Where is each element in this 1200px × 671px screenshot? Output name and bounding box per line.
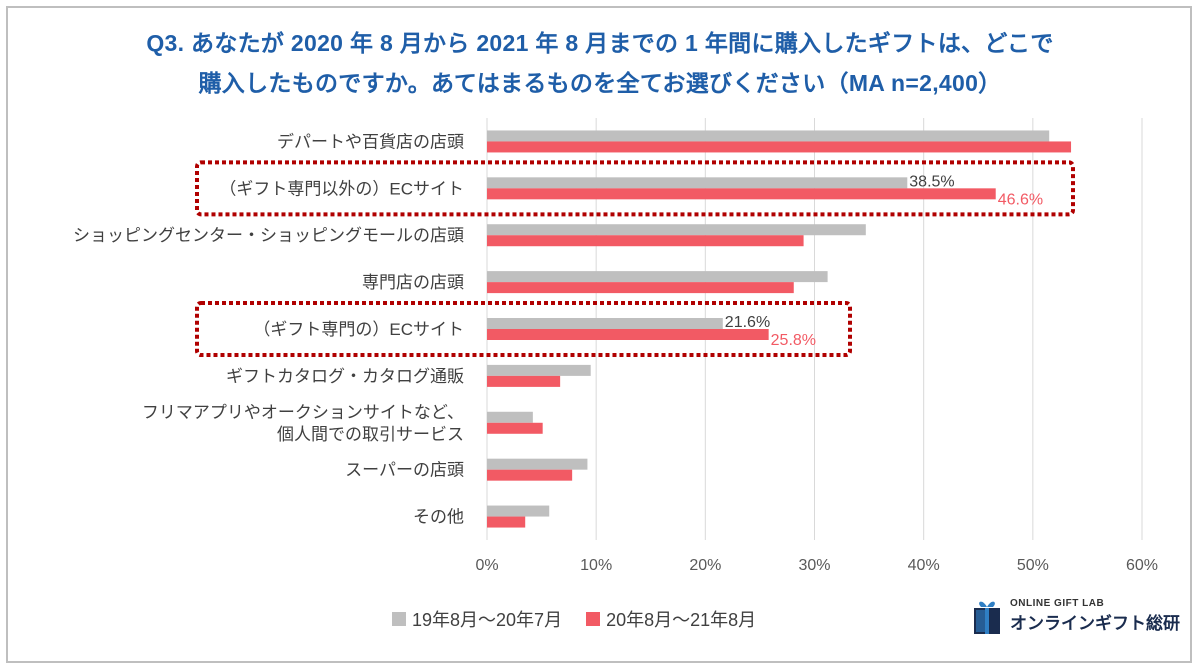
x-tick-label: 60% xyxy=(1126,557,1158,574)
bar-series1 xyxy=(487,364,591,376)
x-tick-label: 10% xyxy=(580,557,612,574)
category-label: フリマアプリやオークションサイトなど、 xyxy=(142,403,464,422)
x-tick-label: 40% xyxy=(908,557,940,574)
highlight-box xyxy=(195,160,1075,217)
bar-series2 xyxy=(487,329,769,340)
bar-series2 xyxy=(487,141,1072,153)
legend-item-series1: 19年8月～20年7月 xyxy=(392,606,562,632)
legend-swatch-series1 xyxy=(392,612,406,626)
brand-logo: ONLINE GIFT LAB オンラインギフト総研 xyxy=(972,596,1180,636)
bar-series1 xyxy=(487,224,866,236)
category-label: 専門店の店頭 xyxy=(362,273,464,292)
bar-series2 xyxy=(487,469,573,481)
bar-series2 xyxy=(487,282,794,294)
category-label: ショッピングセンター・ショッピングモールの店頭 xyxy=(73,226,464,245)
data-label-series2: 46.6% xyxy=(998,191,1043,208)
data-label-series2: 25.8% xyxy=(771,332,816,349)
legend-swatch-series2 xyxy=(586,612,601,626)
legend-label-series2: 20年8月～21年8月 xyxy=(606,610,757,630)
chart-title-line1: Q3. あなたが 2020 年 8 月から 2021 年 8 月までの 1 年間… xyxy=(146,30,1054,56)
chart-legend: 19年8月～20年7月 20年8月～21年8月 xyxy=(392,606,780,632)
bar-series2 xyxy=(487,188,996,200)
bar-series1 xyxy=(487,411,533,423)
category-label: デパートや百貨店の店頭 xyxy=(277,131,464,151)
category-label: （ギフト専門以外の）ECサイト xyxy=(219,179,464,198)
bar-series1 xyxy=(487,271,828,283)
bar-series2 xyxy=(487,422,543,434)
x-tick-label: 30% xyxy=(798,557,830,574)
legend-item-series2: 20年8月～21年8月 xyxy=(586,606,756,632)
bar-series1 xyxy=(487,130,1050,142)
category-label: ギフトカタログ・カタログ通販 xyxy=(226,367,464,386)
category-label: 個人間での取引サービス xyxy=(277,425,464,444)
bar-series1 xyxy=(487,177,908,189)
x-tick-label: 20% xyxy=(689,557,721,574)
chart-title-line2: 購入したものですか。あてはまるものを全てお選びください（MA n=2,400） xyxy=(198,70,1002,96)
bar-series1 xyxy=(487,505,550,517)
logo-big-text: オンラインギフト総研 xyxy=(1010,614,1180,633)
category-label: スーパーの店頭 xyxy=(345,461,464,480)
category-label: その他 xyxy=(413,508,464,527)
highlight-box xyxy=(195,301,852,357)
logo-small-text: ONLINE GIFT LAB xyxy=(1010,598,1105,609)
data-label-series1: 38.5% xyxy=(909,173,954,190)
bar-series2 xyxy=(487,516,526,528)
bar-series2 xyxy=(487,375,561,387)
x-tick-label: 0% xyxy=(475,557,498,574)
x-tick-label: 50% xyxy=(1017,557,1049,574)
gift-box-icon xyxy=(974,601,1000,634)
data-label-series1: 21.6% xyxy=(725,314,770,331)
bar-series1 xyxy=(487,318,723,329)
bar-series2 xyxy=(487,235,804,247)
bar-series1 xyxy=(487,458,588,470)
category-label: （ギフト専門の）ECサイト xyxy=(253,320,464,339)
legend-label-series1: 19年8月～20年7月 xyxy=(412,610,563,630)
